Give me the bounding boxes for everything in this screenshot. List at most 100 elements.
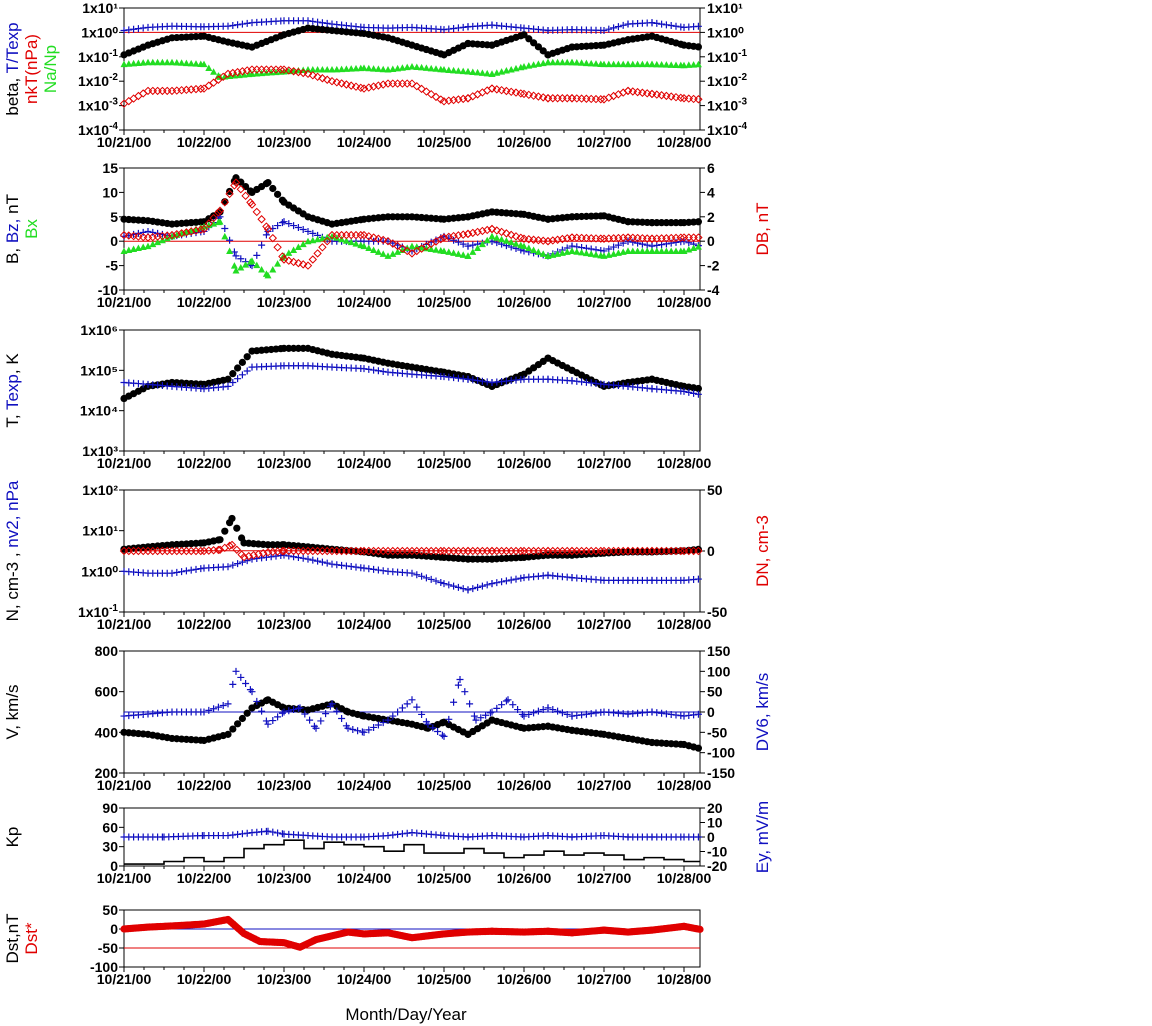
data-point: [623, 86, 633, 96]
data-point: [268, 547, 278, 557]
data-point: [268, 233, 278, 243]
data-point: [344, 724, 352, 732]
data-point: [672, 711, 680, 719]
data-point: [658, 709, 666, 717]
data-point: [502, 86, 511, 96]
data-point: [177, 229, 186, 238]
data-point: [200, 60, 208, 68]
x-tick-label: 10/27/00: [577, 294, 632, 310]
data-point: [573, 248, 581, 255]
x-tick-label: 10/24/00: [337, 294, 392, 310]
data-point: [369, 82, 378, 91]
data-point: [196, 225, 206, 234]
data-point: [539, 250, 547, 257]
data-point: [469, 376, 477, 384]
data-point: [242, 261, 250, 268]
data-point: [402, 79, 412, 88]
data-point: [634, 239, 642, 247]
data-point: [240, 71, 248, 78]
data-point: [374, 65, 382, 72]
data-point: [408, 63, 416, 70]
data-point: [234, 375, 242, 383]
data-point: [258, 707, 266, 715]
y-right-axis-label: DV6, km/s: [753, 673, 772, 751]
data-point: [694, 384, 703, 393]
series-red-dot: [120, 915, 704, 951]
data-point: [591, 94, 601, 104]
x-tick-label: 10/27/00: [577, 971, 632, 987]
series-red-diamond: [119, 65, 703, 108]
data-point: [389, 250, 397, 257]
data-point: [519, 89, 529, 99]
data-point: [578, 711, 586, 719]
data-point: [214, 545, 223, 555]
data-point: [694, 390, 702, 398]
data-point: [306, 716, 314, 724]
data-point: [619, 248, 627, 255]
y-tick-label: 1x10-1: [78, 603, 118, 620]
data-point: [253, 261, 261, 269]
data-point: [573, 711, 581, 719]
data-point: [534, 248, 542, 255]
data-point: [408, 696, 416, 704]
data-point: [209, 546, 218, 555]
data-point: [130, 59, 138, 67]
data-point: [221, 72, 229, 80]
data-point: [318, 243, 327, 252]
data-point: [298, 260, 308, 269]
data-point: [572, 94, 582, 103]
data-point: [605, 245, 613, 253]
data-point: [558, 709, 566, 717]
series-black-dot: [120, 174, 703, 228]
y-right-tick-label: -20: [707, 858, 727, 874]
data-point: [139, 24, 147, 32]
data-point: [351, 230, 361, 240]
data-point: [303, 261, 313, 270]
data-point: [309, 17, 317, 25]
data-point: [454, 250, 462, 257]
data-point: [592, 709, 600, 717]
data-point: [263, 224, 273, 234]
data-point: [369, 233, 378, 242]
data-point: [520, 242, 528, 250]
data-point: [365, 565, 373, 573]
data-point: [445, 66, 453, 73]
data-point: [269, 828, 277, 836]
y-axis-label-part: T/Texp: [3, 22, 22, 73]
series-blue-plus: [120, 667, 702, 740]
data-point: [163, 58, 171, 66]
data-point: [134, 91, 143, 101]
data-point: [236, 185, 246, 194]
data-point: [398, 79, 407, 88]
x-tick-label: 10/25/00: [417, 455, 472, 471]
y-right-tick-label: 1x10-4: [707, 121, 747, 138]
data-point: [232, 667, 240, 675]
data-point: [450, 698, 458, 706]
data-point: [638, 60, 646, 68]
data-point: [365, 64, 373, 72]
data-point: [149, 228, 157, 236]
data-point: [648, 247, 656, 254]
data-point: [429, 724, 437, 732]
data-point: [619, 21, 627, 29]
data-point: [352, 64, 360, 72]
data-point: [304, 555, 312, 563]
y-right-tick-label: 6: [707, 160, 715, 176]
data-point: [672, 238, 680, 246]
data-point: [592, 60, 600, 67]
data-point: [323, 19, 331, 27]
data-point: [587, 710, 595, 718]
x-tick-label: 10/24/00: [337, 777, 392, 793]
data-point: [488, 70, 496, 77]
data-point: [285, 220, 293, 228]
y-axis-label: beta, T/Texp: [3, 22, 22, 115]
x-tick-label: 10/21/00: [97, 616, 152, 632]
data-point: [516, 89, 526, 98]
data-point: [506, 230, 516, 240]
y-right-tick-label: 0: [707, 543, 715, 559]
data-point: [162, 86, 172, 96]
data-point: [600, 26, 608, 34]
data-point: [643, 241, 651, 249]
data-point: [370, 246, 378, 253]
x-tick-label: 10/24/00: [337, 134, 392, 150]
